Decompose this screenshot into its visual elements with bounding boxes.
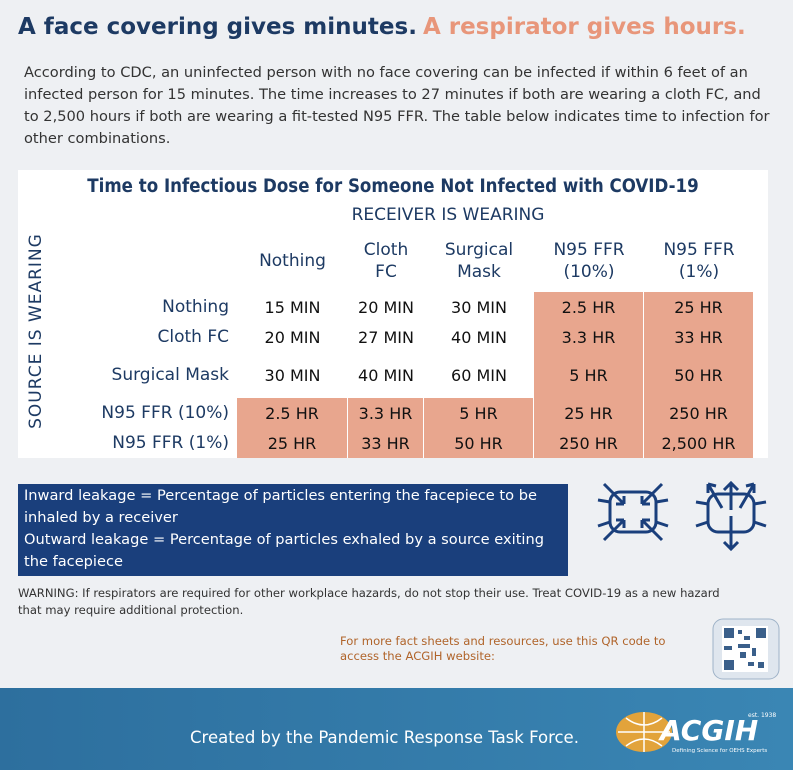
table-cell: 3.3 HR	[534, 322, 644, 352]
table-cell: 40 MIN	[358, 365, 414, 385]
leakage-icons	[597, 480, 767, 552]
table-cell: 50 HR	[644, 352, 754, 398]
credit: Created by the Pandemic Response Task Fo…	[190, 728, 579, 747]
row-header: N95 FFR (1%)	[112, 433, 229, 453]
table-cell: 250 HR	[534, 428, 644, 458]
established: est. 1938	[748, 712, 777, 719]
tagline: Defining Science for OEHS Experts	[672, 748, 768, 754]
table-cell: 5 HR	[534, 352, 644, 398]
column-header: Cloth FC	[363, 240, 409, 282]
title: A face covering gives minutes.	[18, 14, 417, 40]
table-cell: 25 HR	[237, 428, 348, 458]
table-cell: 33 HR	[348, 428, 424, 458]
table-cell: 250 HR	[644, 398, 754, 428]
table-cell: 2.5 HR	[534, 292, 644, 322]
table-cell: 50 HR	[424, 428, 534, 458]
logo: ACGIH	[660, 714, 759, 747]
title-accent: A respirator gives hours.	[422, 14, 746, 40]
table-cell: 15 MIN	[264, 297, 321, 317]
table-cell: 25 HR	[534, 398, 644, 428]
table-cell: 3.3 HR	[348, 398, 424, 428]
legend-line: Inward leakage = Percentage of particles…	[24, 487, 537, 526]
table-cell: 25 HR	[644, 292, 754, 322]
table-cell: 33 HR	[644, 322, 754, 352]
table: Time to Infectious Dose for Someone Not …	[18, 170, 768, 458]
globe-logo	[616, 712, 672, 752]
table-cell: 20 MIN	[358, 297, 414, 317]
warning: WARNING: If respirators are required for…	[18, 586, 720, 617]
intro: According to CDC, an uninfected person w…	[24, 64, 770, 147]
qr-code[interactable]	[712, 618, 780, 680]
row-header: N95 FFR (10%)	[101, 403, 229, 423]
table-cell: 30 MIN	[264, 365, 321, 385]
column-header: N95 FFR (10%)	[553, 240, 625, 282]
legend: Inward leakage = Percentage of particles…	[18, 484, 568, 576]
row-group: SOURCE IS WEARING	[26, 233, 46, 429]
table-cell: 40 MIN	[451, 327, 507, 347]
table-cell: 27 MIN	[358, 327, 414, 347]
inward-arrows	[602, 482, 664, 542]
column-header: Surgical Mask	[444, 240, 514, 282]
column-group: RECEIVER IS WEARING	[351, 205, 545, 225]
table-title: Time to Infectious Dose for Someone Not …	[87, 176, 699, 197]
qr-note: For more fact sheets and resources, use …	[340, 634, 666, 663]
headline: A face covering gives minutes. A respirat…	[18, 14, 746, 40]
table-cell: 20 MIN	[264, 327, 321, 347]
table-cell: 2.5 HR	[237, 398, 348, 428]
column-header: N95 FFR (1%)	[663, 240, 735, 282]
table-cell: 60 MIN	[451, 365, 507, 385]
legend-line: Outward leakage = Percentage of particle…	[24, 531, 544, 570]
footer: Created by the Pandemic Response Task Fo…	[0, 688, 793, 770]
column-header: Nothing	[259, 251, 326, 271]
mask-straps	[597, 498, 669, 528]
table-cell: 2,500 HR	[644, 428, 754, 458]
mask-icon	[608, 490, 658, 534]
table-cell: 30 MIN	[451, 297, 507, 317]
outward-arrows	[695, 480, 767, 552]
table-cell: 5 HR	[424, 398, 534, 428]
row-header: Nothing	[162, 297, 229, 317]
row-header: Cloth FC	[157, 327, 230, 347]
row-header: Surgical Mask	[111, 365, 229, 385]
